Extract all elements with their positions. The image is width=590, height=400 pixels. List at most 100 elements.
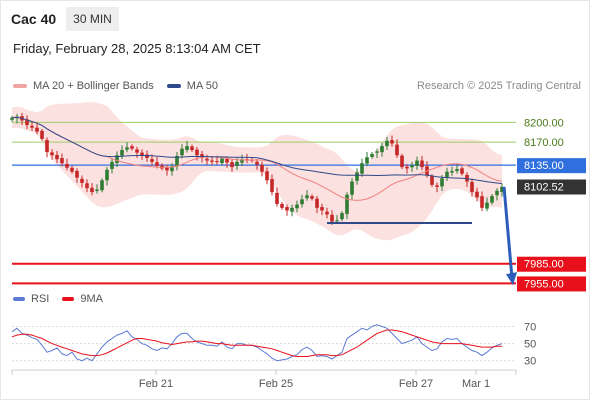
- candle-body: [230, 162, 234, 168]
- ma50-swatch-icon: [166, 84, 181, 88]
- 9ma-swatch-icon: [62, 297, 75, 301]
- candle-body: [115, 155, 119, 164]
- candle-body: [80, 178, 84, 183]
- forecast-arrow-head: [506, 272, 517, 286]
- candle-body: [445, 171, 449, 178]
- level-badge: [517, 256, 586, 272]
- candle-body: [405, 166, 409, 169]
- candle-body: [270, 179, 274, 193]
- chart-header: Cac 40 30 MIN: [0, 6, 119, 32]
- candle-body: [30, 125, 34, 128]
- candle-body: [210, 160, 214, 162]
- legend-item-ma20: MA 20 + Bollinger Bands: [13, 80, 154, 92]
- legend-label: RSI: [31, 293, 50, 305]
- chart-datetime: Friday, February 28, 2025 8:13:04 AM CET: [13, 41, 261, 56]
- candle-body: [140, 152, 144, 156]
- candle-body: [370, 153, 374, 157]
- candle-body: [350, 181, 354, 195]
- candle-body: [490, 196, 494, 203]
- candle-body: [340, 213, 344, 220]
- candle-body: [435, 185, 439, 187]
- candle-body: [310, 196, 314, 199]
- level-label: 8200.00: [524, 117, 564, 129]
- candle-body: [255, 161, 259, 165]
- candle-body: [240, 159, 244, 163]
- candle-body: [105, 169, 109, 181]
- candle-body: [260, 164, 264, 172]
- candle-body: [295, 204, 299, 209]
- legend-item-ma50: MA 50: [166, 80, 218, 92]
- candle-body: [90, 187, 94, 193]
- candle-body: [215, 161, 219, 163]
- candle-body: [285, 207, 289, 211]
- candle-body: [345, 194, 349, 214]
- research-credit: Research © 2025 Trading Central: [416, 80, 581, 92]
- ma20-swatch-icon: [13, 84, 27, 88]
- candle-body: [185, 146, 189, 150]
- candle-body: [365, 157, 369, 164]
- candle-body: [95, 189, 99, 191]
- level-badge: [517, 158, 586, 174]
- candle-body: [305, 195, 309, 199]
- rsi-tick-label: 50: [524, 339, 536, 351]
- candle-body: [205, 158, 209, 161]
- candle-body: [55, 154, 59, 160]
- candle-body: [430, 176, 434, 185]
- candle-body: [225, 158, 229, 163]
- candle-body: [195, 149, 199, 156]
- interval-button[interactable]: 30 MIN: [66, 7, 119, 31]
- level-badge-label: 7985.00: [524, 259, 564, 271]
- legend-item-9ma: 9MA: [62, 293, 103, 305]
- candle-body: [400, 155, 404, 168]
- candle-body: [10, 117, 14, 120]
- candle-body: [410, 165, 414, 168]
- candle-body: [500, 186, 504, 192]
- candle-body: [190, 146, 194, 151]
- candle-body: [385, 140, 389, 147]
- candle-body: [455, 169, 459, 172]
- candle-body: [155, 162, 159, 166]
- level-label: 8170.00: [524, 137, 564, 149]
- price-legend: MA 20 + Bollinger Bands MA 50: [13, 80, 231, 92]
- candle-body: [380, 146, 384, 153]
- x-tick-label: Feb 21: [139, 378, 173, 390]
- candle-body: [360, 163, 364, 174]
- candle-body: [390, 140, 394, 144]
- candle-body: [25, 119, 29, 126]
- candle-body: [145, 154, 149, 158]
- x-tick-label: Mar 1: [462, 378, 490, 390]
- x-tick-label: Feb 25: [259, 378, 293, 390]
- candle-body: [415, 160, 419, 166]
- candle-body: [50, 152, 54, 156]
- level-badge-label: 8102.52: [524, 181, 564, 193]
- candle-body: [440, 178, 444, 187]
- candle-body: [395, 144, 399, 156]
- candle-body: [460, 168, 464, 174]
- candle-body: [420, 160, 424, 168]
- candle-body: [180, 148, 184, 156]
- candle-body: [45, 140, 49, 152]
- legend-label: MA 20 + Bollinger Bands: [33, 80, 154, 92]
- candle-body: [35, 127, 39, 132]
- candle-body: [355, 172, 359, 181]
- candle-body: [60, 158, 64, 164]
- rsi-ma-line: [11, 329, 502, 357]
- candle-body: [120, 150, 124, 156]
- candle-body: [85, 183, 89, 189]
- candle-body: [110, 161, 114, 169]
- candle-body: [135, 149, 139, 153]
- candle-body: [275, 192, 279, 204]
- candle-body: [495, 190, 499, 196]
- rsi-legend: RSI 9MA: [13, 293, 116, 305]
- candle-body: [150, 159, 154, 162]
- candle-body: [475, 191, 479, 198]
- candle-body: [40, 130, 44, 139]
- candle-body: [300, 199, 304, 205]
- candle-body: [375, 151, 379, 153]
- candle-body: [165, 167, 169, 171]
- legend-label: 9MA: [80, 293, 103, 305]
- candle-body: [125, 147, 129, 150]
- legend-item-rsi: RSI: [13, 293, 49, 305]
- candle-body: [100, 180, 104, 191]
